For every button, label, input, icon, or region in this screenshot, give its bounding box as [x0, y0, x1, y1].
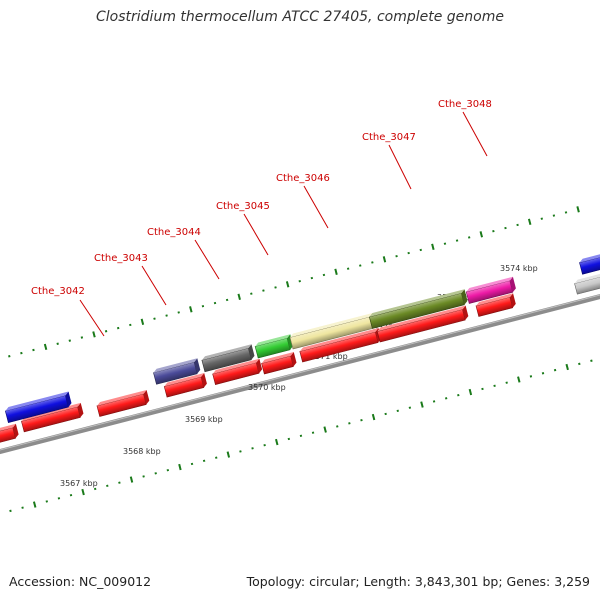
kbp-label: 3571 kbp — [310, 352, 348, 361]
gene-cthe-3044[interactable] — [201, 344, 255, 373]
genome-backbone — [0, 294, 600, 455]
gene-leader-line — [462, 111, 488, 157]
gene-red-5[interactable] — [212, 358, 263, 385]
gene-red-1[interactable] — [0, 423, 19, 449]
gene-cthe-3047[interactable] — [369, 289, 469, 329]
gene-leader-line — [141, 265, 167, 306]
gene-label[interactable]: Cthe_3042 — [31, 286, 85, 297]
gene-red-4[interactable] — [163, 373, 208, 398]
gene-leader-line — [388, 144, 412, 190]
kbp-label: 3569 kbp — [185, 415, 223, 424]
gene-gray-right[interactable] — [574, 272, 600, 295]
gene-red-6[interactable] — [261, 351, 297, 375]
inner-tick-ruler — [9, 359, 593, 513]
gene-red-7[interactable] — [299, 327, 382, 363]
gene-leader-line — [303, 185, 329, 229]
gene-label[interactable]: Cthe_3044 — [147, 227, 201, 238]
gene-cthe-3043[interactable] — [153, 358, 201, 385]
gene-label[interactable]: Cthe_3043 — [94, 253, 148, 264]
gene-leader-line — [194, 239, 220, 280]
gene-blue[interactable] — [4, 391, 73, 423]
gene-label[interactable]: Cthe_3048 — [438, 99, 492, 110]
gene-cthe-3048[interactable] — [465, 276, 516, 304]
kbp-label: 3574 kbp — [500, 264, 538, 273]
gene-red-3[interactable] — [96, 389, 150, 417]
gene-label[interactable]: Cthe_3045 — [216, 201, 270, 212]
kbp-label: 3567 kbp — [60, 479, 98, 488]
gene-red-8[interactable] — [376, 305, 470, 343]
gene-label[interactable]: Cthe_3047 — [362, 132, 416, 143]
kbp-label: 3568 kbp — [123, 447, 161, 456]
kbp-label: 3570 kbp — [248, 383, 286, 392]
accession-text: Accession: NC_009012 — [9, 574, 152, 589]
genome-title: Clostridium thermocellum ATCC 27405, com… — [96, 9, 504, 25]
gene-leader-line — [243, 213, 269, 256]
gene-red-9[interactable] — [475, 293, 516, 317]
gene-cthe-3045[interactable] — [254, 334, 294, 359]
gene-leader-line — [79, 299, 105, 337]
gene-label[interactable]: Cthe_3046 — [276, 173, 330, 184]
topology-summary: Topology: circular; Length: 3,843,301 bp… — [246, 574, 590, 589]
gene-blue-right[interactable] — [579, 251, 600, 275]
outer-tick-ruler — [8, 206, 580, 358]
